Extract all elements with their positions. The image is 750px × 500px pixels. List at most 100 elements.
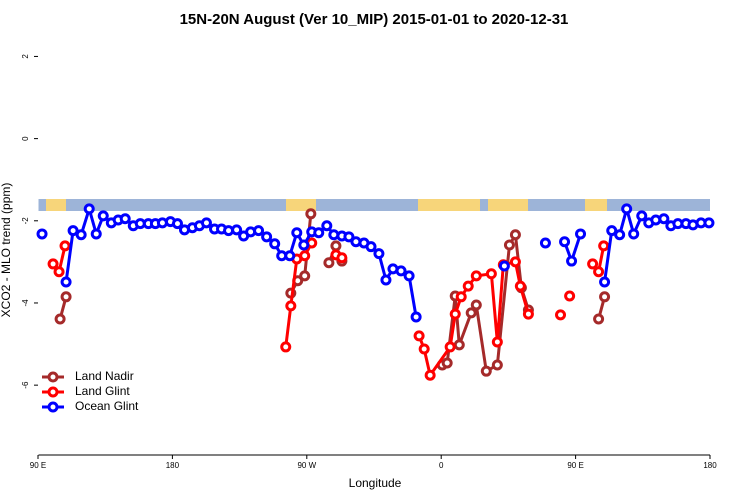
x-tick-label: 90 E: [30, 461, 46, 470]
point: [539, 237, 551, 249]
point: [470, 270, 482, 282]
point: [36, 228, 48, 240]
point: [53, 266, 65, 278]
point: [413, 330, 425, 342]
point: [59, 240, 71, 252]
x-tick-label: 90 E: [567, 461, 583, 470]
land-ocean-strip: [38, 199, 710, 211]
y-tick-label: 0: [21, 136, 30, 141]
point: [380, 274, 392, 286]
legend-marker: [47, 386, 59, 398]
point: [343, 231, 355, 243]
point: [470, 299, 482, 311]
x-tick-label: 180: [166, 461, 180, 470]
y-tick-label: -6: [21, 381, 30, 389]
point: [566, 255, 578, 267]
legend-label: Ocean Glint: [75, 399, 139, 413]
point: [480, 365, 492, 377]
point: [373, 248, 385, 260]
point: [97, 210, 109, 222]
point: [465, 307, 477, 319]
point: [559, 236, 571, 248]
point: [410, 311, 422, 323]
point: [54, 313, 66, 325]
point: [424, 369, 436, 381]
point: [509, 229, 521, 241]
point: [449, 308, 461, 320]
legend-label: Land Nadir: [75, 369, 134, 383]
point: [321, 220, 333, 232]
point: [75, 229, 87, 241]
point: [305, 208, 317, 220]
point: [418, 343, 430, 355]
point: [453, 339, 465, 351]
point: [599, 276, 611, 288]
point: [509, 256, 521, 268]
point: [336, 252, 348, 264]
point: [491, 359, 503, 371]
point: [593, 313, 605, 325]
point: [564, 290, 576, 302]
point: [491, 336, 503, 348]
point: [599, 291, 611, 303]
point: [444, 341, 456, 353]
point: [171, 218, 183, 230]
point: [636, 210, 648, 222]
point: [395, 265, 407, 277]
point: [60, 291, 72, 303]
x-axis-label: Longitude: [349, 476, 402, 490]
point: [323, 257, 335, 269]
y-tick-label: -2: [21, 217, 30, 225]
point: [284, 250, 296, 262]
point: [119, 213, 131, 225]
point: [455, 291, 467, 303]
point: [313, 227, 325, 239]
legend-marker: [47, 371, 59, 383]
point: [575, 228, 587, 240]
point: [330, 240, 342, 252]
point: [621, 203, 633, 215]
legend-marker: [47, 401, 59, 413]
point: [47, 258, 59, 270]
point: [658, 213, 670, 225]
point: [598, 240, 610, 252]
point: [587, 258, 599, 270]
point: [703, 217, 715, 229]
point: [285, 300, 297, 312]
point: [555, 309, 567, 321]
point: [298, 239, 310, 251]
point: [90, 228, 102, 240]
point: [628, 228, 640, 240]
point: [291, 227, 303, 239]
point: [522, 308, 534, 320]
y-tick-label: -4: [21, 299, 30, 307]
x-tick-label: 180: [703, 461, 717, 470]
legend-label: Land Glint: [75, 384, 130, 398]
x-tick-label: 0: [439, 461, 444, 470]
point: [67, 225, 79, 237]
point: [261, 231, 273, 243]
point: [269, 238, 281, 250]
point: [503, 239, 515, 251]
point: [593, 266, 605, 278]
point: [299, 270, 311, 282]
point: [365, 241, 377, 253]
y-axis-label: XCO2 - MLO trend (ppm): [0, 183, 13, 318]
y-tick-label: 2: [21, 54, 30, 59]
point: [253, 225, 265, 237]
x-tick-label: 90 W: [297, 461, 316, 470]
point: [60, 276, 72, 288]
point: [614, 229, 626, 241]
point: [280, 341, 292, 353]
point: [498, 260, 510, 272]
point: [514, 280, 526, 292]
point: [403, 270, 415, 282]
point: [485, 268, 497, 280]
point: [231, 224, 243, 236]
point: [299, 250, 311, 262]
point: [83, 203, 95, 215]
chart-title: 15N-20N August (Ver 10_MIP) 2015-01-01 t…: [180, 11, 569, 28]
point: [441, 357, 453, 369]
point: [200, 217, 212, 229]
